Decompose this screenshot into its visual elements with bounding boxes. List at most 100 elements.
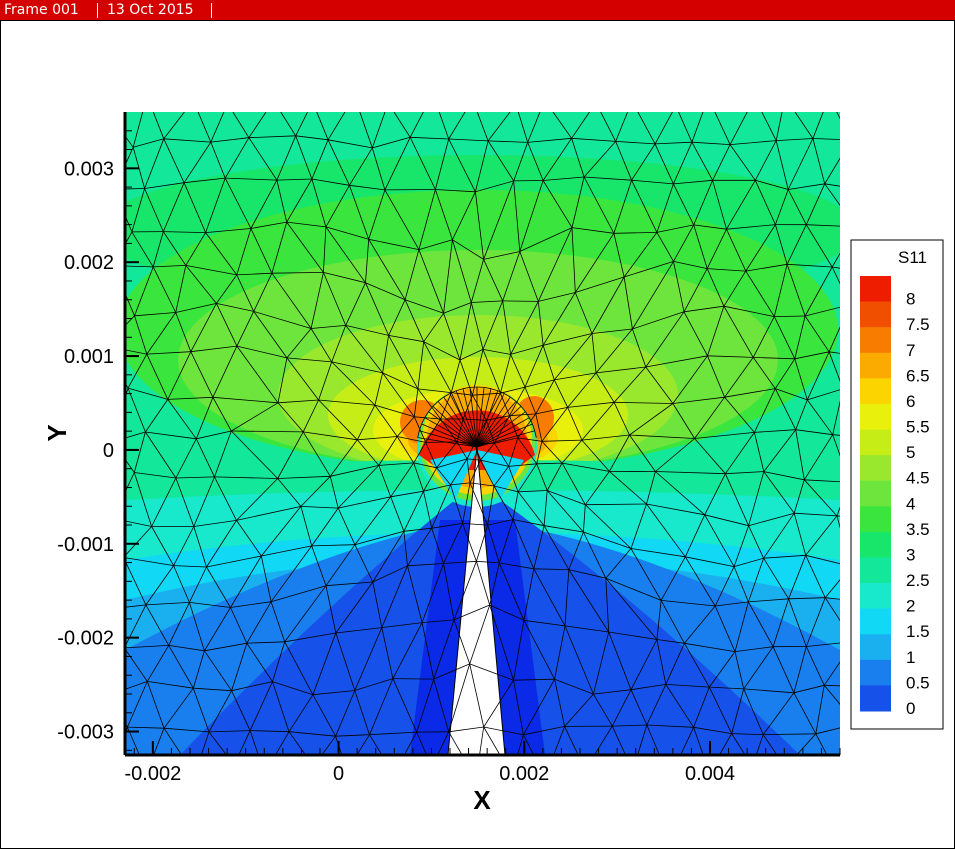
mesh-edge: [146, 681, 165, 729]
mesh-edge: [443, 313, 461, 361]
mesh-edge: [574, 292, 593, 334]
mesh-edge: [145, 602, 190, 606]
mesh-edge: [163, 231, 206, 233]
mesh-edge: [754, 388, 776, 433]
mesh-edge: [261, 545, 312, 557]
mesh-edge: [693, 224, 708, 269]
mesh-edge: [392, 622, 423, 679]
mesh-edge: [786, 264, 806, 317]
mesh-edge: [745, 270, 775, 317]
legend-level-label: 1.5: [906, 622, 930, 641]
mesh-edge: [631, 180, 658, 233]
mesh-edge: [571, 138, 585, 178]
y-axis-label: Y: [42, 424, 72, 441]
mesh-edge: [450, 359, 461, 393]
mesh-edge: [851, 140, 887, 141]
mesh-edge: [581, 402, 615, 441]
mesh-edge: [645, 366, 674, 404]
mesh-edge: [585, 504, 632, 549]
mesh-edge: [585, 770, 633, 771]
mesh-edge: [173, 565, 190, 603]
mesh-edge: [836, 506, 840, 517]
mesh-edge: [795, 429, 833, 436]
mesh-edge: [693, 727, 704, 755]
mesh-edge: [517, 491, 545, 526]
mesh-edge: [372, 565, 408, 583]
mesh-edge: [693, 180, 713, 226]
mesh-edge: [788, 597, 826, 600]
mesh-edge: [145, 431, 197, 440]
mesh-edge: [665, 643, 685, 685]
mesh-edge: [145, 431, 177, 479]
mesh-edge: [673, 183, 695, 226]
mesh-edge: [428, 406, 434, 412]
mesh-edge: [510, 344, 544, 355]
mesh-edge: [193, 101, 227, 104]
mesh-edge: [249, 730, 259, 755]
mesh-edge: [272, 681, 290, 732]
mesh-edge: [248, 112, 267, 138]
mesh-edge: [637, 112, 656, 145]
mesh-edge: [368, 238, 419, 250]
mesh-edge: [595, 328, 633, 374]
mesh-edge: [246, 641, 285, 644]
y-tick-label: -0.003: [57, 722, 114, 744]
mesh-edge: [755, 179, 789, 190]
mesh-edge: [225, 177, 277, 181]
mesh-edge: [272, 681, 314, 696]
mesh-edge: [773, 264, 788, 317]
mesh-edge: [452, 239, 472, 303]
mesh-edge: [471, 300, 503, 303]
stress-field: [115, 101, 887, 771]
mesh-edge: [706, 268, 725, 307]
mesh-edge: [793, 692, 817, 734]
mesh-edge: [312, 632, 337, 695]
mesh-edge: [793, 646, 807, 693]
mesh-edge: [403, 731, 418, 755]
legend-labels: 8 7.5 7 6.5 6 5.5 5 4.5 4 3.5 3 2.5 2 1.5 1 0.5 0: [906, 290, 930, 718]
mesh-edge: [132, 112, 144, 148]
mesh-edge: [754, 180, 776, 225]
mesh-edge: [452, 239, 484, 260]
y-tick-label: 0.002: [64, 252, 114, 274]
mesh-edge: [210, 141, 226, 179]
mesh-edge: [524, 386, 537, 415]
mesh-edge: [127, 387, 146, 433]
mesh-edge: [762, 692, 795, 735]
mesh-edge: [300, 506, 339, 509]
mesh-edge: [417, 437, 478, 448]
mesh-edge: [115, 557, 123, 608]
mesh-edge: [726, 180, 756, 230]
mesh-edge: [660, 600, 685, 644]
mesh-edge: [204, 607, 231, 652]
mesh-edge: [236, 345, 279, 404]
mesh-edge: [127, 681, 148, 728]
mesh-edge: [365, 239, 370, 283]
mesh-edge: [547, 490, 586, 506]
mesh-edge: [523, 734, 535, 755]
mesh-edge: [450, 392, 464, 420]
mesh-edge: [127, 726, 165, 729]
mesh-edge: [175, 476, 215, 479]
mesh-edge: [476, 561, 491, 606]
mesh-edge: [145, 604, 170, 646]
mesh-edge: [691, 142, 713, 181]
mesh-edge: [672, 396, 725, 404]
mesh-edge: [462, 387, 470, 390]
mesh-edge: [125, 526, 152, 557]
mesh-edge: [543, 490, 548, 526]
mesh-edge: [729, 112, 748, 145]
mesh-edge: [328, 139, 373, 149]
mesh-edge: [286, 221, 324, 273]
mesh-edge: [731, 733, 746, 755]
mesh-edge: [708, 651, 736, 688]
mesh-edge: [725, 432, 755, 474]
mesh-edge: [125, 315, 135, 327]
mesh-edge: [462, 523, 488, 526]
mesh-edge: [368, 189, 386, 240]
mesh-edge: [763, 512, 795, 559]
mesh-edge: [423, 484, 451, 492]
mesh-edge: [831, 266, 840, 285]
mesh-edge: [335, 627, 382, 634]
mesh-edge: [824, 183, 840, 187]
